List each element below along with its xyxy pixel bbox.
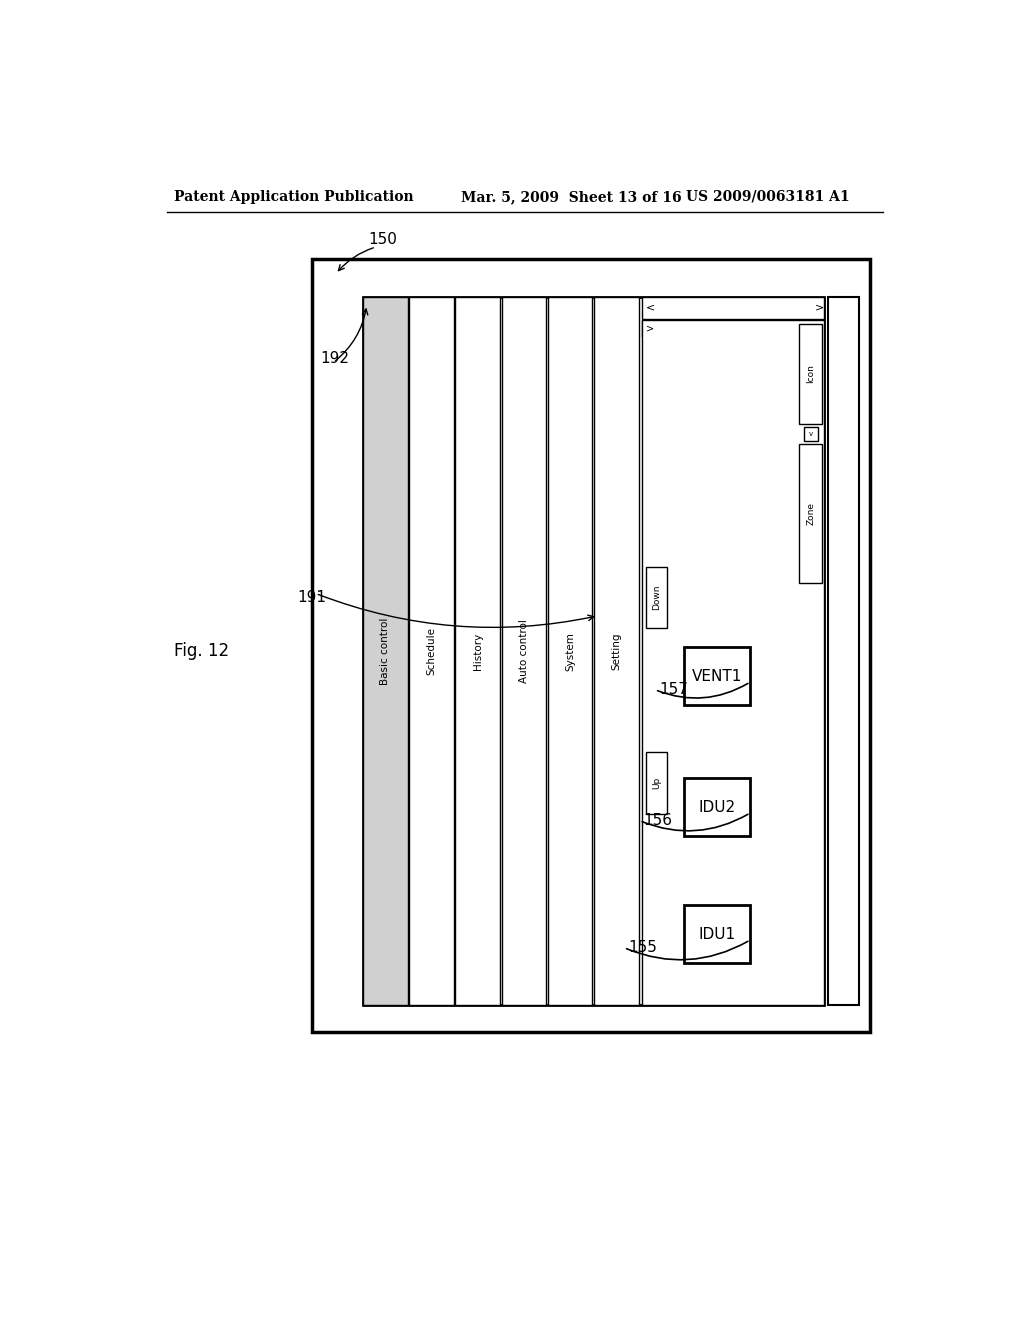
Text: History: History	[473, 632, 482, 669]
Bar	[409, 297, 454, 1006]
Bar	[804, 428, 818, 441]
Bar	[684, 779, 751, 836]
Text: IDU2: IDU2	[698, 800, 736, 814]
Text: Down: Down	[652, 585, 662, 610]
Text: 192: 192	[321, 351, 349, 366]
Text: 191: 191	[297, 590, 326, 605]
Text: 150: 150	[369, 232, 397, 247]
Bar	[642, 297, 824, 318]
Text: >: >	[646, 323, 654, 334]
Bar	[646, 752, 668, 813]
Text: Auto control: Auto control	[519, 619, 528, 684]
Text: Setting: Setting	[611, 632, 622, 671]
Bar	[799, 444, 822, 582]
Text: 156: 156	[643, 813, 673, 828]
Bar	[312, 259, 870, 1032]
Text: Icon: Icon	[806, 364, 815, 383]
Text: Zone: Zone	[806, 502, 815, 525]
Text: US 2009/0063181 A1: US 2009/0063181 A1	[686, 190, 850, 203]
Text: Fig. 12: Fig. 12	[174, 643, 229, 660]
Bar	[456, 297, 500, 1006]
Text: System: System	[565, 632, 575, 671]
Text: Schedule: Schedule	[426, 627, 436, 676]
Text: IDU1: IDU1	[698, 927, 736, 941]
Bar	[684, 647, 751, 705]
Text: Basic control: Basic control	[380, 618, 390, 685]
Bar	[799, 323, 822, 424]
Bar	[594, 297, 639, 1006]
Bar	[642, 321, 658, 337]
Text: >: >	[815, 302, 824, 313]
Text: Mar. 5, 2009  Sheet 13 of 16: Mar. 5, 2009 Sheet 13 of 16	[461, 190, 682, 203]
Text: VENT1: VENT1	[692, 669, 742, 684]
Text: <: <	[646, 302, 655, 313]
Text: 155: 155	[628, 940, 656, 956]
Bar	[548, 297, 593, 1006]
Bar	[646, 566, 668, 628]
Bar	[684, 906, 751, 964]
Text: Up: Up	[652, 776, 662, 789]
Text: v: v	[809, 432, 813, 437]
Text: Patent Application Publication: Patent Application Publication	[174, 190, 414, 203]
Bar	[502, 297, 546, 1006]
Bar	[362, 297, 408, 1006]
Text: 157: 157	[658, 682, 688, 697]
Bar	[827, 297, 859, 1006]
Bar	[642, 321, 824, 1006]
Bar	[362, 297, 824, 1006]
